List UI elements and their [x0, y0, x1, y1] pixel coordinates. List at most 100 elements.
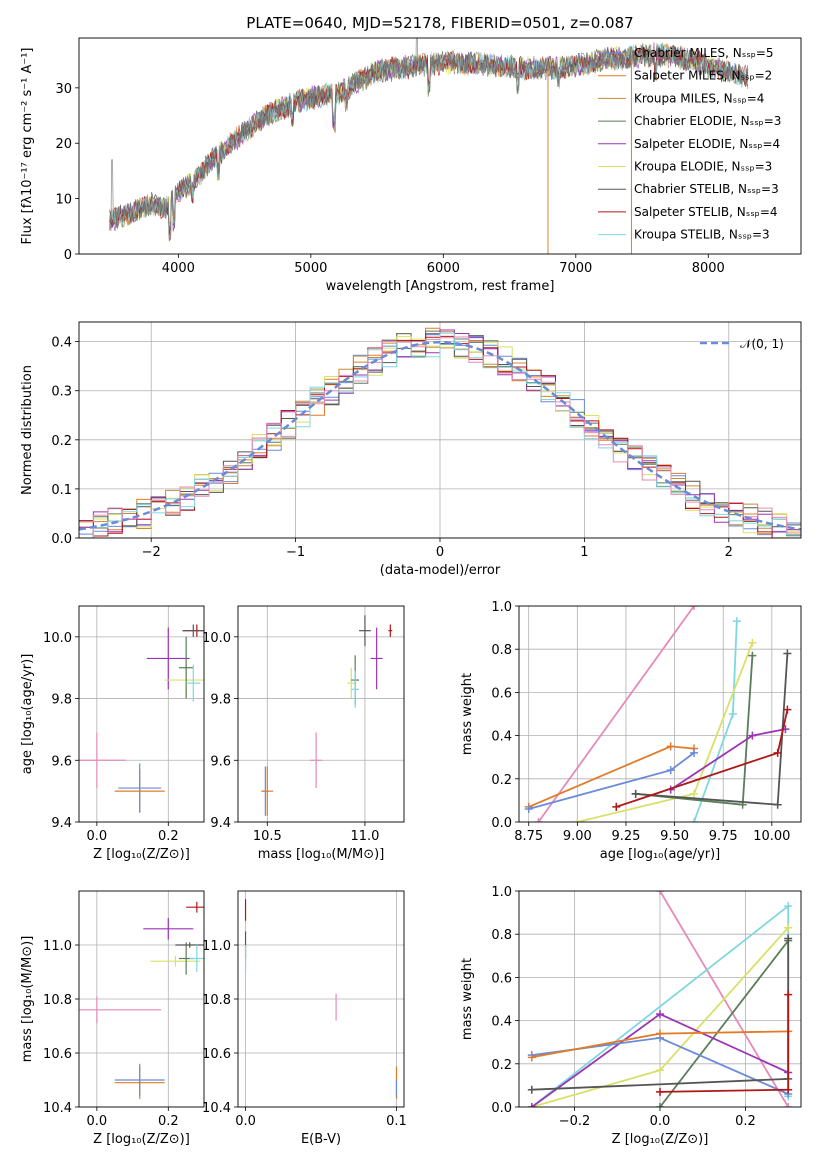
y-tick-label: 9.6	[51, 754, 72, 769]
weight-marker	[690, 748, 699, 757]
spectrum-axes: 4000 5000 6000 7000 8000 0 10 20 30 wavelength [A…	[20, 37, 802, 294]
legend-entry: Kroupa STELIB, Nₛₛₚ=3	[634, 228, 770, 242]
x-tick-label: −1	[286, 545, 305, 560]
weight-marker	[784, 934, 793, 943]
weight-line	[659, 940, 789, 1107]
y-tick-label: 10.6	[202, 1047, 231, 1062]
y-tick-label: 0.4	[491, 730, 512, 745]
legend-entry: Chabrier MILES, Nₛₛₚ=5	[634, 46, 774, 60]
weight-marker	[784, 990, 793, 999]
spectrum-plot-area	[109, 38, 749, 254]
y-tick-label: 0.1	[51, 483, 72, 498]
y-axis-label: mass [log₁₀(M/M⊙)]	[20, 936, 35, 1063]
weight-marker	[784, 1085, 793, 1094]
spectrum-series-line	[109, 43, 749, 228]
x-axis-label: wavelength [Angstrom, rest frame]	[326, 279, 555, 294]
data-point	[370, 627, 383, 690]
residuals-plot-area	[79, 322, 801, 538]
weight-marker	[666, 742, 675, 751]
weight-marker	[527, 1085, 536, 1094]
data-point	[118, 763, 162, 813]
y-tick-label: 10.4	[43, 1101, 72, 1116]
data-point	[388, 624, 393, 637]
spectrum-frame	[78, 37, 802, 255]
spectrum-legend: Chabrier MILES, Nₛₛₚ=5 Salpeter MILES, Nₛ…	[598, 46, 781, 242]
x-tick-label: 0	[436, 545, 444, 560]
weight-marker	[773, 800, 782, 809]
weight-marker	[612, 802, 621, 811]
x-axis-label: Z [log₁₀(Z/Z⊙)]	[612, 1132, 709, 1147]
weight-marker	[784, 1103, 793, 1107]
y-tick-label: 0.4	[51, 336, 72, 351]
weight-marker	[656, 1087, 664, 1096]
mass-vs-Z-frame	[78, 890, 205, 1108]
weight-marker	[656, 1010, 664, 1019]
data-point	[146, 627, 190, 690]
data-point	[189, 945, 204, 972]
age-vs-Z-frame	[78, 605, 205, 823]
mass-vs-Z-axes: 0.0 0.2 10.4 10.6 10.8 11.0 Z [log₁₀(Z/Z⊙)] mas…	[20, 890, 205, 1147]
x-tick-label: 0.0	[87, 1114, 108, 1129]
x-tick-label: 0.2	[158, 829, 179, 844]
data-point	[79, 996, 162, 1024]
x-tick-label: 0.2	[735, 1114, 756, 1129]
weight-marker	[527, 1103, 536, 1107]
x-tick-label: 0.1	[386, 1114, 407, 1129]
x-tick-label: 9.00	[563, 829, 592, 844]
x-axis-label: mass [log₁₀(M/M⊙)]	[258, 847, 385, 862]
x-tick-label: 4000	[162, 261, 195, 276]
legend-entry: 𝒩(0, 1)	[740, 337, 784, 351]
age-vs-mass-axes: 10.5 11.0 9.4 9.6 9.8 10.0 mass [log₁₀(M/M⊙)]	[202, 605, 405, 862]
y-tick-label: 9.8	[51, 693, 72, 708]
y-tick-label: 10.0	[202, 631, 231, 646]
age-vs-Z-plot-area	[79, 606, 204, 822]
y-tick-label: 0.4	[491, 1015, 512, 1030]
data-point	[261, 766, 274, 816]
y-tick-label: 10	[55, 193, 72, 208]
y-tick-label: 20	[55, 137, 72, 152]
data-point	[179, 636, 194, 699]
x-axis-label: Z [log₁₀(Z/Z⊙)]	[93, 847, 190, 862]
y-tick-label: 10.8	[202, 993, 231, 1008]
data-point	[186, 664, 201, 702]
weight-marker	[656, 891, 664, 895]
x-tick-label: 9.25	[611, 829, 640, 844]
y-tick-label: 0.6	[491, 971, 512, 986]
y-tick-label: 0.3	[51, 385, 72, 400]
x-tick-label: 9.75	[709, 829, 738, 844]
data-point	[143, 918, 194, 940]
x-axis-label: age [log₁₀(age/yr)]	[600, 847, 721, 862]
x-tick-label: 10.5	[253, 829, 282, 844]
weight-marker	[748, 651, 757, 660]
data-point	[310, 732, 322, 789]
y-tick-label: 0.8	[491, 928, 512, 943]
data-point	[182, 624, 204, 637]
data-point	[175, 942, 204, 948]
histogram-step	[79, 336, 801, 533]
weight-marker	[690, 606, 699, 610]
weight-marker	[783, 649, 792, 658]
weight-vs-age-axes: 8.75 9.00 9.25 9.50 9.75 10.00 0.0 0.2 0.4 0.6 0.8…	[460, 600, 802, 862]
y-tick-label: 0.2	[491, 1058, 512, 1073]
x-tick-label: 0.2	[158, 1114, 179, 1129]
y-tick-label: 0.6	[491, 686, 512, 701]
data-point	[351, 670, 360, 708]
legend-entry: Salpeter MILES, Nₛₛₚ=2	[634, 69, 772, 83]
y-tick-label: 0.2	[51, 434, 72, 449]
mass-vs-EBV-axes: 0.0 0.1 10.4 10.6 10.8 11.0 E(B-V)	[202, 890, 407, 1147]
x-tick-label: 8.75	[514, 829, 543, 844]
y-tick-label: 9.6	[210, 754, 231, 769]
y-tick-label: 10.8	[43, 993, 72, 1008]
legend-entry: Kroupa ELODIE, Nₛₛₚ=3	[634, 160, 772, 174]
x-tick-label: 7000	[559, 261, 592, 276]
legend-entry: Salpeter ELODIE, Nₛₛₚ=4	[634, 137, 780, 151]
mass-vs-Z-plot-area	[79, 891, 204, 1107]
x-axis-label: E(B-V)	[301, 1132, 341, 1147]
weight-marker	[534, 818, 543, 822]
x-tick-label: 8000	[692, 261, 725, 276]
x-tick-label: 1	[580, 545, 588, 560]
age-vs-mass-plot-area	[238, 606, 404, 822]
y-tick-label: 11.0	[43, 939, 72, 954]
data-point	[79, 732, 126, 789]
